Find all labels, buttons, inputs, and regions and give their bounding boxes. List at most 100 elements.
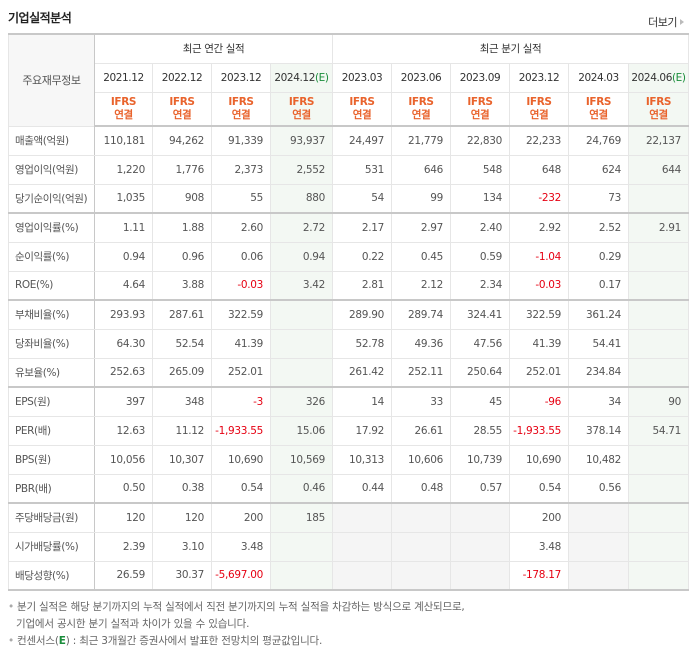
row-label: 당좌비율(%)	[8, 328, 95, 359]
row-label: 영업이익(억원)	[8, 154, 95, 185]
table-cell	[628, 299, 689, 330]
table-cell: 0.57	[450, 473, 510, 504]
table-cell: 0.46	[270, 473, 333, 504]
table-cell: 11.12	[152, 415, 212, 446]
table-cell: 252.01	[211, 357, 271, 388]
table-cell	[391, 502, 451, 533]
row-label: 유보율(%)	[8, 357, 95, 388]
table-cell: 22,137	[628, 125, 689, 156]
ifrs-basis-label: IFRS 연결	[568, 91, 629, 127]
table-cell: -0.03	[509, 270, 569, 301]
row-label: 부채비율(%)	[8, 299, 95, 330]
table-cell	[628, 473, 689, 504]
consolidated-label: 연결	[172, 108, 192, 121]
table-cell: 3.42	[270, 270, 333, 301]
table-cell: 361.24	[568, 299, 629, 330]
table-cell: 2.52	[568, 212, 629, 243]
table-cell: 55	[211, 183, 271, 214]
ifrs-label: IFRS	[349, 95, 375, 108]
table-cell: 30.37	[152, 560, 212, 591]
table-cell: 0.54	[509, 473, 569, 504]
table-cell	[270, 299, 333, 330]
table-cell: 28.55	[450, 415, 510, 446]
table-cell: -1,933.55	[509, 415, 569, 446]
table-cell: -178.17	[509, 560, 569, 591]
table-cell	[270, 328, 333, 359]
table-cell: 252.11	[391, 357, 451, 388]
table-cell: 120	[94, 502, 153, 533]
table-cell: 24,497	[332, 125, 392, 156]
ifrs-label: IFRS	[645, 95, 672, 108]
ifrs-label: IFRS	[110, 95, 137, 108]
table-row: PBR(배) 0.50 0.38 0.54 0.46 0.44 0.48 0.57 0.54 0.…	[8, 473, 689, 504]
table-cell: 0.29	[568, 241, 629, 272]
table-cell: 348	[152, 386, 212, 417]
table-cell	[628, 531, 689, 562]
table-row: PER(배) 12.63 11.12 -1,933.55 15.06 17.92 26.61…	[8, 415, 689, 446]
period-date: 2024.03	[578, 71, 619, 84]
table-cell: 14	[332, 386, 392, 417]
table-cell: 265.09	[152, 357, 212, 388]
period-date: 2024.12	[274, 71, 315, 84]
table-cell: 0.17	[568, 270, 629, 301]
period-date: 2023.12	[518, 71, 560, 84]
table-cell: 54.71	[628, 415, 689, 446]
table-cell	[628, 328, 689, 359]
footnote-consensus: • 컨센서스(E) : 최근 3개월간 증권사에서 발표한 전망치의 평균값입니다…	[8, 635, 323, 647]
table-row: 주당배당금(원) 120 120 200 185 200	[8, 502, 689, 533]
table-cell: 1,220	[94, 154, 153, 185]
row-label: 당기순이익(억원)	[8, 183, 95, 214]
table-cell: 1,035	[94, 183, 153, 214]
table-row: 시가배당률(%) 2.39 3.10 3.48 3.48	[8, 531, 689, 562]
table-cell: -1.04	[509, 241, 569, 272]
table-cell: 3.10	[152, 531, 212, 562]
row-label: EPS(원)	[8, 386, 95, 417]
table-cell: 52.78	[332, 328, 392, 359]
table-cell: 2.17	[332, 212, 392, 243]
table-cell: 2.60	[211, 212, 271, 243]
ifrs-label: IFRS	[467, 95, 493, 108]
row-label: ROE(%)	[8, 270, 95, 301]
table-cell	[628, 444, 689, 475]
period-date: 2024.06	[631, 71, 672, 84]
consolidated-label: 연결	[231, 108, 251, 121]
more-label: 더보기	[648, 16, 677, 29]
table-cell: 378.14	[568, 415, 629, 446]
table-cell: 134	[450, 183, 510, 214]
quarterly-group-header: 최근 분기 실적	[332, 33, 689, 64]
period-date: 2023.06	[400, 71, 442, 84]
row-label: 주당배당금(원)	[8, 502, 95, 533]
period-date: 2023.09	[459, 71, 501, 84]
row-label: BPS(원)	[8, 444, 95, 475]
table-cell: 3.48	[509, 531, 569, 562]
table-cell: 322.59	[211, 299, 271, 330]
table-cell	[391, 531, 451, 562]
table-cell: -3	[211, 386, 271, 417]
table-cell: 324.41	[450, 299, 510, 330]
table-cell: 2.72	[270, 212, 333, 243]
table-cell: 52.54	[152, 328, 212, 359]
table-cell: 293.93	[94, 299, 153, 330]
table-cell: 2.97	[391, 212, 451, 243]
table-cell	[628, 502, 689, 533]
table-cell: 287.61	[152, 299, 212, 330]
table-cell: 17.92	[332, 415, 392, 446]
table-cell	[270, 531, 333, 562]
table-cell	[450, 502, 510, 533]
table-cell: 0.94	[94, 241, 153, 272]
period-header: 2023.12	[509, 62, 569, 93]
row-label: PER(배)	[8, 415, 95, 446]
table-cell: 45	[450, 386, 510, 417]
more-link[interactable]: 더보기	[648, 14, 684, 30]
table-cell	[628, 241, 689, 272]
table-cell: 0.44	[332, 473, 392, 504]
table-cell: 2,552	[270, 154, 333, 185]
ifrs-label: IFRS	[526, 95, 552, 108]
period-header: 2023.06	[391, 62, 451, 93]
table-cell: 15.06	[270, 415, 333, 446]
table-cell	[450, 560, 510, 591]
table-cell: 3.48	[211, 531, 271, 562]
ifrs-label: IFRS	[228, 95, 254, 108]
table-cell: 22,233	[509, 125, 569, 156]
table-cell: 41.39	[211, 328, 271, 359]
